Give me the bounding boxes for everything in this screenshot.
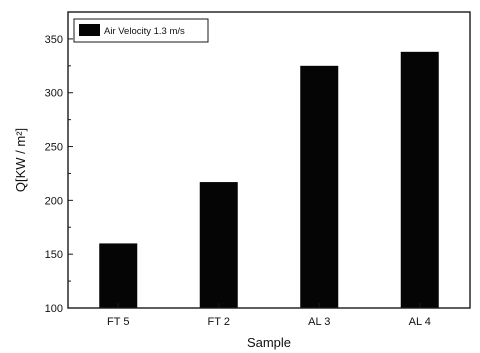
bar-al-3	[300, 65, 339, 308]
x-tick-label: AL 4	[409, 316, 431, 328]
plot-frame	[67, 11, 471, 309]
y-tick-label: 250	[45, 142, 63, 154]
y-tick-label: 100	[45, 303, 63, 315]
y-axis-title: Q[KW / m²]	[13, 128, 28, 192]
y-tick-label: 150	[45, 249, 63, 261]
x-tick-label: AL 3	[308, 316, 330, 328]
legend-swatch	[79, 24, 100, 36]
plot-area	[99, 51, 439, 308]
bar-ft-2	[199, 182, 238, 308]
bar-ft-5	[99, 243, 138, 308]
x-tick-label: FT 2	[208, 316, 230, 328]
y-tick-label: 300	[45, 88, 63, 100]
x-axis: FT 5 FT 2 AL 3 AL 4	[107, 303, 431, 328]
y-tick-label: 200	[45, 195, 63, 207]
x-tick-label: FT 5	[107, 316, 129, 328]
y-tick-label: 350	[45, 34, 63, 46]
bar-al-4	[400, 51, 439, 308]
y-axis: 100 150 200 250 300 350	[45, 11, 73, 315]
legend: Air Velocity 1.3 m/s	[73, 18, 209, 43]
legend-label: Air Velocity 1.3 m/s	[104, 26, 185, 37]
x-axis-title: Sample	[247, 335, 291, 350]
legend-box	[73, 18, 209, 43]
